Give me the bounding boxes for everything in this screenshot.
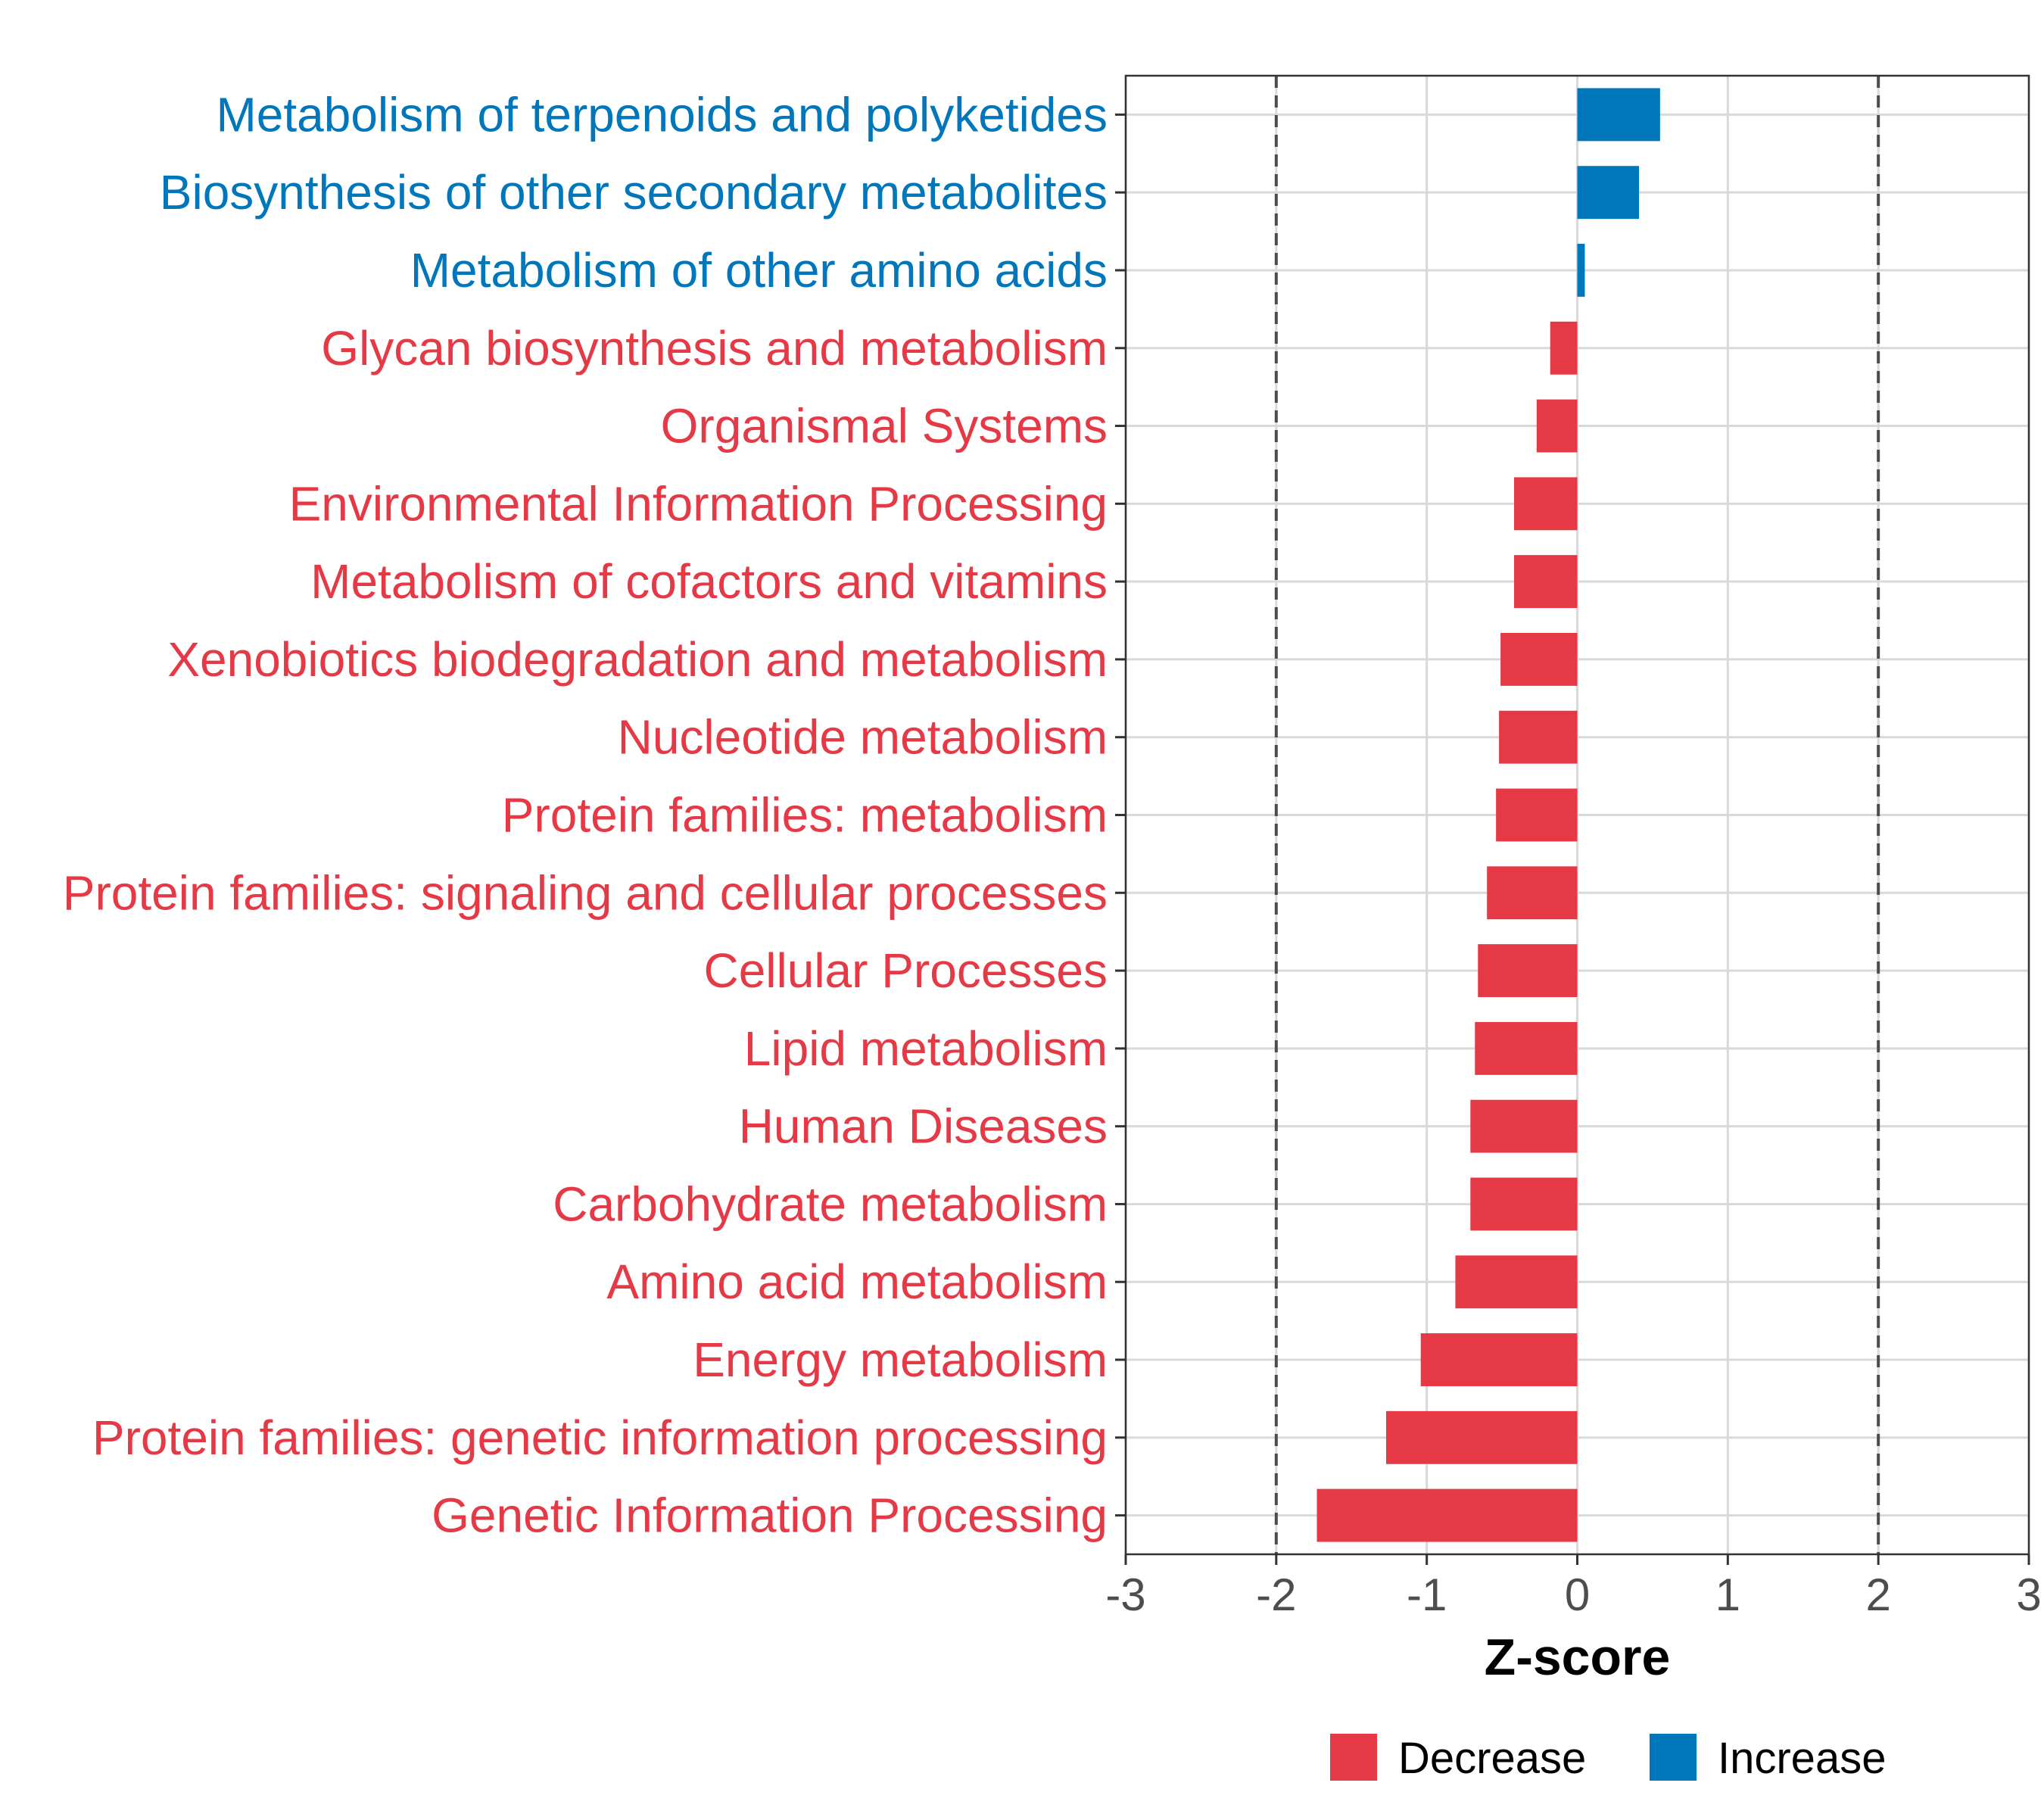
x-tick-label: 3 xyxy=(2016,1569,2041,1620)
bar xyxy=(1478,944,1578,998)
bar xyxy=(1577,166,1640,220)
bar xyxy=(1487,866,1578,920)
x-tick-label: 2 xyxy=(1865,1569,1890,1620)
category-label: Organismal Systems xyxy=(661,399,1108,453)
bar xyxy=(1500,632,1578,686)
legend-swatch xyxy=(1650,1734,1697,1781)
category-label: Glycan biosynthesis and metabolism xyxy=(321,321,1108,376)
reference-lines xyxy=(1274,76,1880,1554)
bar xyxy=(1577,244,1585,297)
category-label: Metabolism of terpenoids and polyketides xyxy=(216,87,1108,142)
legend: Decrease Increase xyxy=(1330,1734,1886,1783)
category-label: Xenobiotics biodegradation and metabolis… xyxy=(167,632,1108,687)
bar xyxy=(1316,1488,1578,1542)
category-label: Energy metabolism xyxy=(693,1332,1108,1387)
category-label: Biosynthesis of other secondary metaboli… xyxy=(160,165,1108,220)
category-label: Nucleotide metabolism xyxy=(618,710,1108,765)
bar xyxy=(1475,1021,1578,1075)
category-label: Amino acid metabolism xyxy=(606,1254,1108,1309)
bar xyxy=(1470,1099,1578,1153)
x-axis-ticks: -3 -2 -1 0 1 2 3 xyxy=(1105,1554,2042,1620)
category-label: Environmental Information Processing xyxy=(289,476,1108,531)
bar xyxy=(1577,88,1660,142)
x-axis-title: Z-score xyxy=(1485,1628,1671,1686)
category-label: Human Diseases xyxy=(739,1099,1108,1154)
category-label: Metabolism of cofactors and vitamins xyxy=(310,554,1108,609)
legend-label: Decrease xyxy=(1398,1734,1586,1783)
legend-label: Increase xyxy=(1718,1734,1886,1783)
y-axis-ticks xyxy=(1115,113,1126,1517)
category-label: Protein families: signaling and cellular… xyxy=(63,865,1108,920)
category-label: Protein families: metabolism xyxy=(502,788,1108,843)
category-label: Cellular Processes xyxy=(703,943,1108,998)
bar xyxy=(1420,1333,1578,1386)
x-tick-label: 0 xyxy=(1565,1569,1590,1620)
legend-swatch xyxy=(1330,1734,1377,1781)
category-label: Genetic Information Processing xyxy=(432,1488,1108,1543)
category-label: Metabolism of other amino acids xyxy=(410,243,1108,298)
bar xyxy=(1385,1410,1578,1464)
bar xyxy=(1550,321,1578,375)
bar xyxy=(1513,555,1578,609)
bar xyxy=(1496,788,1578,842)
bars xyxy=(1316,88,1660,1542)
bar xyxy=(1513,477,1578,531)
category-label: Carbohydrate metabolism xyxy=(553,1177,1108,1231)
x-tick-label: 1 xyxy=(1715,1569,1740,1620)
bar xyxy=(1455,1255,1578,1309)
x-tick-label: -2 xyxy=(1256,1569,1296,1620)
category-label: Protein families: genetic information pr… xyxy=(92,1410,1108,1465)
bar xyxy=(1470,1177,1578,1231)
category-label: Lipid metabolism xyxy=(744,1021,1108,1076)
x-tick-label: -3 xyxy=(1105,1569,1145,1620)
bar xyxy=(1536,399,1578,453)
bar xyxy=(1499,710,1578,764)
category-labels: Metabolism of terpenoids and polyketides… xyxy=(63,87,1108,1542)
x-tick-label: -1 xyxy=(1407,1569,1447,1620)
